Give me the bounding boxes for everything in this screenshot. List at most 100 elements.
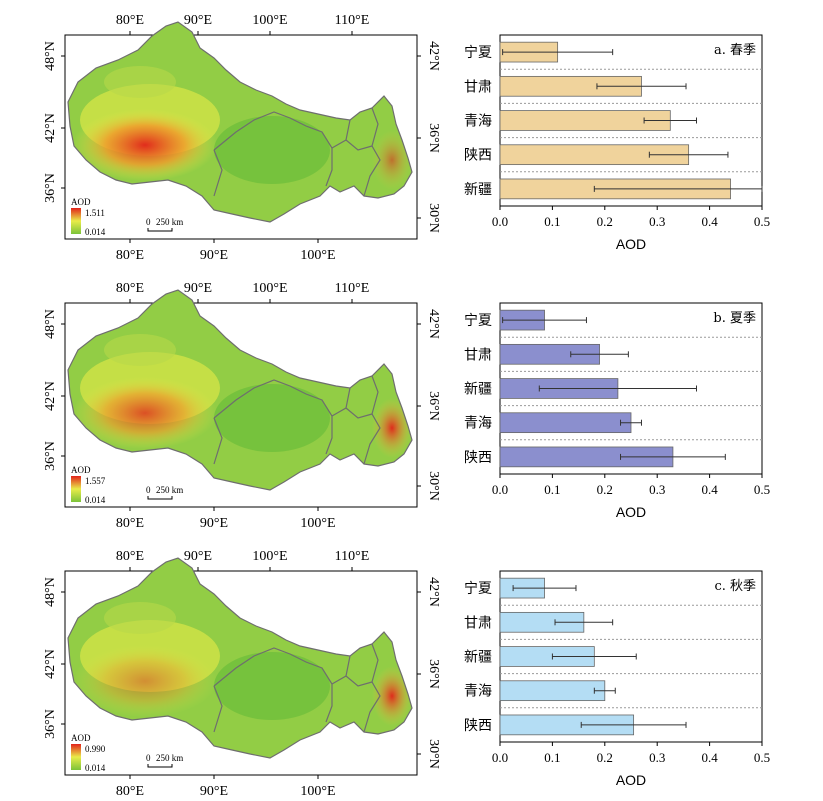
top-lon-tick-label: 90°E <box>184 281 212 296</box>
category-label: 甘肃 <box>464 615 492 631</box>
province-border <box>213 149 223 197</box>
province-border <box>213 685 223 733</box>
x-tick-label: 0.5 <box>754 214 770 229</box>
chart-title: a. 春季 <box>714 43 756 58</box>
x-tick-label: 0.4 <box>701 750 718 765</box>
province-border <box>371 107 379 147</box>
legend-max-label: 1.557 <box>85 476 106 486</box>
category-label: 甘肃 <box>464 347 492 363</box>
left-lat-tick-label: 48°N <box>43 309 58 339</box>
legend-min-label: 0.014 <box>85 495 106 505</box>
top-lon-tick-label: 80°E <box>116 281 144 296</box>
tibet-green-area <box>214 652 330 720</box>
taklimakan-hotspot <box>73 109 217 181</box>
bottom-lon-tick-label: 80°E <box>116 248 144 262</box>
map-frame <box>64 302 418 508</box>
x-tick-label: 0.1 <box>544 214 560 229</box>
region-overlay <box>73 334 412 458</box>
right-lat-tick-label: 30°N <box>426 203 441 233</box>
x-tick-label: 0.0 <box>492 750 508 765</box>
legend-colorbar <box>71 476 81 502</box>
province-border <box>213 417 223 465</box>
tibet-green-area <box>214 116 330 184</box>
category-label: 青海 <box>464 416 492 432</box>
top-lon-tick-label: 110°E <box>335 549 370 564</box>
right-lat-tick-label: 42°N <box>426 309 441 339</box>
right-lat-tick-label: 36°N <box>426 123 441 153</box>
chart-title: b. 夏季 <box>713 311 756 326</box>
province-border <box>371 375 379 415</box>
panel-spring: 80°E 90°E 100°E 110°E 80°E 90°E 100°E 48°N 42°N 3… <box>0 0 823 262</box>
legend-title: AOD <box>71 733 91 743</box>
tibet-green-area <box>214 384 330 452</box>
category-label: 新疆 <box>464 382 492 398</box>
region-outline <box>67 21 413 223</box>
x-tick-label: 0.1 <box>544 750 560 765</box>
category-label: 宁夏 <box>464 44 492 61</box>
bottom-lon-tick-label: 90°E <box>200 516 228 530</box>
x-tick-label: 0.1 <box>544 482 560 497</box>
top-lon-tick-label: 100°E <box>252 549 287 564</box>
region-overlay <box>73 66 412 190</box>
chart-title: c. 秋季 <box>714 579 756 594</box>
dzungaria-area <box>104 334 176 366</box>
taklimakan-hotspot <box>73 645 217 717</box>
scale-zero-label: 0 <box>146 217 151 227</box>
top-lon-tick-label: 110°E <box>335 281 370 296</box>
province-border <box>213 647 333 723</box>
category-label: 宁夏 <box>464 580 492 597</box>
top-lon-tick-label: 100°E <box>252 281 287 296</box>
top-lon-tick-label: 80°E <box>116 13 144 28</box>
category-label: 陕西 <box>464 450 492 466</box>
bar <box>499 680 606 702</box>
category-label: 甘肃 <box>464 79 492 95</box>
top-lon-tick-label: 80°E <box>116 549 144 564</box>
scale-bar <box>147 228 173 232</box>
left-lat-tick-label: 48°N <box>43 577 58 607</box>
category-label: 新疆 <box>464 182 492 198</box>
scale-zero-label: 0 <box>146 753 151 763</box>
map-frame <box>64 34 418 240</box>
category-label: 新疆 <box>464 650 492 666</box>
panel-svg: 80°E 90°E 100°E 110°E 80°E 90°E 100°E 48°N 42°N 3… <box>43 549 770 798</box>
legend-min-label: 0.014 <box>85 763 106 773</box>
top-lon-tick-label: 90°E <box>184 13 212 28</box>
panel-svg: 80°E 90°E 100°E 110°E 80°E 90°E 100°E 48°N 42°N 3… <box>43 13 770 262</box>
top-lon-tick-label: 90°E <box>184 549 212 564</box>
bar <box>499 412 632 434</box>
guanzhong-hotspot <box>372 666 412 726</box>
left-lat-tick-label: 42°N <box>43 113 58 143</box>
bottom-lon-tick-label: 90°E <box>200 248 228 262</box>
bottom-lon-tick-label: 80°E <box>116 516 144 530</box>
panel-autumn: 80°E 90°E 100°E 110°E 80°E 90°E 100°E 48°N 42°N 3… <box>0 536 823 798</box>
region-overlay <box>73 602 412 726</box>
province-border <box>213 111 333 187</box>
province-border <box>213 379 333 455</box>
scale-zero-label: 0 <box>146 485 151 495</box>
dzungaria-area <box>104 66 176 98</box>
x-axis-label: AOD <box>616 236 646 252</box>
dzungaria-area <box>104 602 176 634</box>
x-tick-label: 0.2 <box>597 482 613 497</box>
category-label: 陕西 <box>464 148 492 164</box>
legend-colorbar <box>71 208 81 234</box>
x-tick-label: 0.0 <box>492 482 508 497</box>
x-tick-label: 0.3 <box>649 482 665 497</box>
legend-title: AOD <box>71 465 91 475</box>
scale-distance-label: 250 km <box>156 217 183 227</box>
province-border <box>331 407 347 417</box>
x-tick-label: 0.0 <box>492 214 508 229</box>
right-lat-tick-label: 42°N <box>426 577 441 607</box>
province-border <box>331 675 347 685</box>
x-tick-label: 0.3 <box>649 214 665 229</box>
category-label: 宁夏 <box>464 312 492 329</box>
bottom-lon-tick-label: 100°E <box>300 784 335 798</box>
panel-svg: 80°E 90°E 100°E 110°E 80°E 90°E 100°E 48°N 42°N 3… <box>43 281 770 530</box>
right-lat-tick-label: 30°N <box>426 471 441 501</box>
bottom-lon-tick-label: 100°E <box>300 516 335 530</box>
legend-title: AOD <box>71 197 91 207</box>
right-lat-tick-label: 30°N <box>426 739 441 769</box>
guanzhong-hotspot <box>372 130 412 190</box>
x-tick-label: 0.3 <box>649 750 665 765</box>
panel-summer: 80°E 90°E 100°E 110°E 80°E 90°E 100°E 48°N 42°N 3… <box>0 268 823 530</box>
